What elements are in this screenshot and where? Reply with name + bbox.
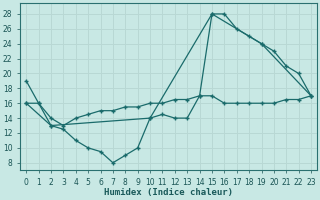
X-axis label: Humidex (Indice chaleur): Humidex (Indice chaleur) <box>104 188 233 197</box>
